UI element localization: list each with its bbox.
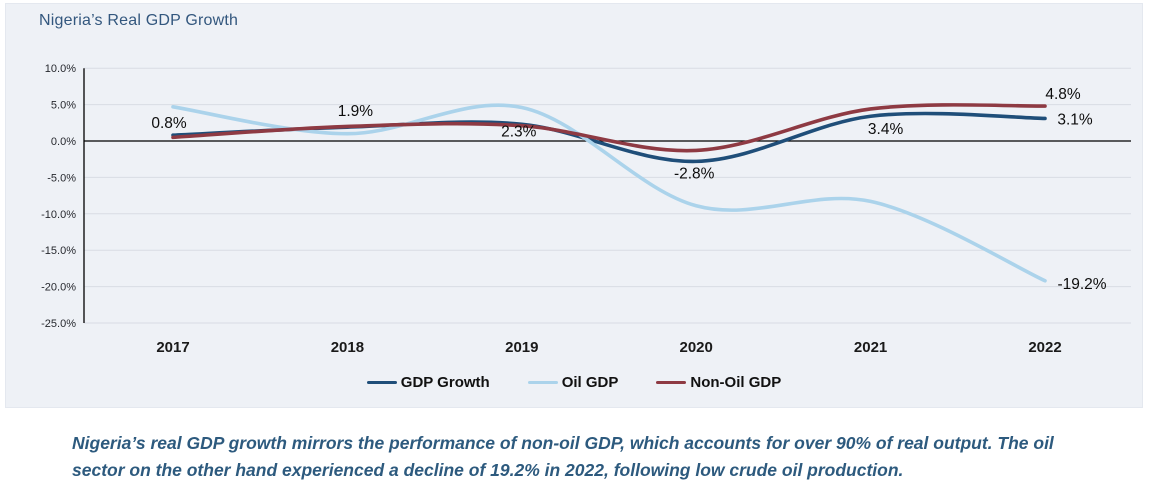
series-line-oil-gdp xyxy=(171,103,1047,283)
x-axis-year-label: 2018 xyxy=(331,339,364,356)
x-axis-year-label: 2017 xyxy=(156,339,189,356)
chart-card: Nigeria’s Real GDP Growth 10.0% 5.0% 0.0% -… xyxy=(5,3,1143,408)
y-axis-tick-label: -5.0% xyxy=(47,172,76,184)
legend-line-icon xyxy=(656,380,687,385)
data-label-gdp-growth-2020: -2.8% xyxy=(674,165,715,182)
data-label-gdp-growth-2021: 3.4% xyxy=(868,121,904,138)
legend-label: GDP Growth xyxy=(400,374,490,391)
y-axis-tick-label: -15.0% xyxy=(41,245,76,257)
legend-label: Oil GDP xyxy=(561,374,619,391)
y-axis-tick-label: 10.0% xyxy=(45,63,76,75)
y-axis-tick-label: 0.0% xyxy=(51,136,76,148)
x-axis-year-label: 2020 xyxy=(680,339,713,356)
series-line-non-oil-gdp xyxy=(171,103,1047,153)
legend-line-icon xyxy=(527,380,558,385)
legend-item-non-oil-gdp: Non-Oil GDP xyxy=(656,374,781,391)
legend-item-gdp-growth: GDP Growth xyxy=(366,374,490,391)
data-label-non-oil-gdp-2022: 4.8% xyxy=(1045,86,1081,103)
data-label-gdp-growth-2022: 3.1% xyxy=(1057,111,1093,128)
y-axis-tick-label: 5.0% xyxy=(51,100,76,112)
x-axis-year-label: 2019 xyxy=(505,339,538,356)
legend-item-oil-gdp: Oil GDP xyxy=(527,374,619,391)
legend-line-icon xyxy=(366,380,397,385)
legend-label: Non-Oil GDP xyxy=(690,374,782,391)
chart-caption: Nigeria’s real GDP growth mirrors the pe… xyxy=(72,433,1054,480)
data-label-gdp-growth-2018: 1.9% xyxy=(338,103,374,120)
y-axis-tick-label: -20.0% xyxy=(41,282,76,294)
data-label-gdp-growth-2019: 2.3% xyxy=(501,123,537,140)
data-label-oil-gdp-2022: -19.2% xyxy=(1057,276,1106,293)
x-axis-year-label: 2021 xyxy=(854,339,887,356)
data-label-gdp-growth-2017: 0.8% xyxy=(151,115,187,132)
y-axis-tick-label: -10.0% xyxy=(41,209,76,221)
x-axis-year-label: 2022 xyxy=(1028,339,1061,356)
gdp-growth-chart: 10.0% 5.0% 0.0% -5.0% -10.0% -15.0% -20.0% -25.… xyxy=(41,63,1131,356)
chart-legend: GDP Growth Oil GDP Non-Oil GDP xyxy=(6,374,1142,391)
y-axis-tick-label: -25.0% xyxy=(41,318,76,330)
chart-title: Nigeria’s Real GDP Growth xyxy=(39,12,239,29)
